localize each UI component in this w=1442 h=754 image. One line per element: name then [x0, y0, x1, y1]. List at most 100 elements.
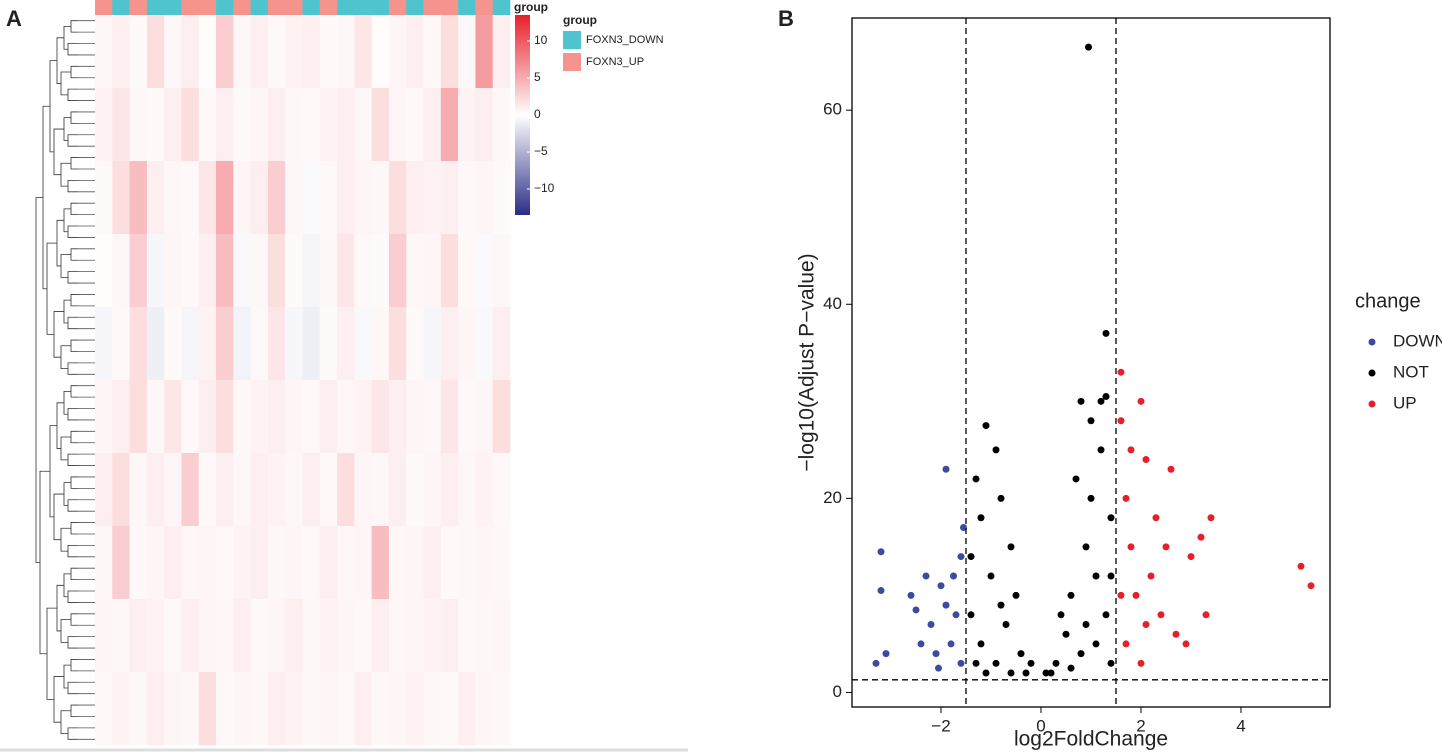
- heatmap-cell: [129, 672, 148, 746]
- heatmap-cell: [354, 453, 372, 527]
- heatmap-cell: [319, 380, 338, 454]
- heatmap-cell: [233, 599, 251, 673]
- heatmap-cell: [267, 380, 286, 454]
- dendrogram-branch: [60, 710, 71, 734]
- heatmap-cell: [233, 672, 251, 746]
- point: [1067, 591, 1075, 599]
- heatmap-cell: [198, 234, 217, 308]
- heatmap-cell: [354, 234, 372, 308]
- heatmap-cell: [95, 161, 113, 235]
- heatmap-cell: [458, 599, 476, 673]
- heatmap-cell: [475, 88, 494, 162]
- heatmap-cell: [423, 161, 442, 235]
- heatmap-cell: [112, 15, 130, 89]
- dendrogram-branch: [42, 105, 50, 290]
- y-tick-label: 0: [833, 682, 842, 701]
- heatmap-cell: [250, 234, 269, 308]
- heatmap-cell: [302, 234, 321, 308]
- heatmap-cell: [406, 88, 424, 162]
- heatmap-cell: [388, 672, 407, 746]
- heatmap-cell: [406, 380, 424, 454]
- heatmap-cell: [146, 380, 165, 454]
- point: [1187, 553, 1195, 561]
- heatmap-cell: [406, 234, 424, 308]
- heatmap-cell: [492, 15, 511, 89]
- heatmap-cell: [388, 15, 407, 89]
- heatmap-cell: [181, 307, 200, 381]
- dendrogram-branch: [46, 607, 57, 700]
- point: [1182, 640, 1190, 648]
- group-annotation: [285, 0, 303, 15]
- legend-marker: [1368, 369, 1376, 377]
- heatmap-cell: [216, 672, 234, 746]
- group-annotation: [492, 0, 511, 15]
- heatmap-cell: [216, 15, 234, 89]
- heatmap-cell: [354, 161, 372, 235]
- dendrogram-branch: [70, 202, 78, 216]
- heatmap-cell: [129, 526, 148, 600]
- heatmap-cell: [198, 15, 217, 89]
- point: [1122, 640, 1130, 648]
- heatmap-cell: [458, 307, 476, 381]
- point: [1082, 543, 1090, 551]
- point: [997, 601, 1005, 609]
- heatmap-cell: [112, 380, 130, 454]
- point: [1062, 630, 1070, 638]
- legend-label: FOXN3_DOWN: [586, 34, 664, 46]
- heatmap-cell: [181, 526, 200, 600]
- dendrogram-branch: [63, 26, 71, 50]
- heatmap-cell: [267, 88, 286, 162]
- heatmap-cell: [233, 453, 251, 527]
- point: [1097, 446, 1105, 454]
- heatmap-cell: [475, 307, 494, 381]
- dendrogram-branch: [63, 117, 71, 141]
- heatmap-cell: [406, 161, 424, 235]
- heatmap-cell: [492, 453, 511, 527]
- heatmap-cell: [371, 453, 390, 527]
- heatmap-cell: [146, 15, 165, 89]
- dendrogram-branch: [67, 499, 78, 512]
- heatmap-cell: [129, 380, 148, 454]
- heatmap-cell: [164, 453, 182, 527]
- group-annotation: [354, 0, 372, 15]
- heatmap-cell: [267, 526, 286, 600]
- point: [1162, 543, 1170, 551]
- heatmap-cell: [95, 15, 113, 89]
- heatmap-cell: [337, 453, 355, 527]
- dendrogram-branch: [67, 727, 78, 740]
- point: [972, 659, 980, 667]
- heatmap-cell: [319, 307, 338, 381]
- heatmap-cell: [285, 599, 303, 673]
- point: [1002, 621, 1010, 629]
- point: [1137, 659, 1145, 667]
- point: [992, 446, 1000, 454]
- dendrogram-branch: [67, 408, 78, 421]
- heatmap-cell: [440, 453, 459, 527]
- group-annotation: [458, 0, 476, 15]
- x-axis-label: log2FoldChange: [1014, 728, 1168, 751]
- point: [1107, 659, 1115, 667]
- dendrogram-branch: [56, 402, 64, 449]
- dendrogram-branch: [46, 242, 57, 335]
- heatmap-cell: [458, 88, 476, 162]
- point: [1117, 591, 1125, 599]
- heatmap-cell: [475, 453, 494, 527]
- heatmap-cell: [337, 161, 355, 235]
- point: [1092, 640, 1100, 648]
- heatmap-cell: [388, 453, 407, 527]
- dendrogram-branch: [63, 573, 71, 598]
- dendrogram-branch: [63, 208, 71, 233]
- heatmap-cell: [146, 599, 165, 673]
- heatmap-cell: [181, 453, 200, 527]
- heatmap-cell: [319, 453, 338, 527]
- heatmap-cell: [95, 380, 113, 454]
- heatmap-cell: [492, 380, 511, 454]
- point: [1137, 397, 1145, 405]
- heatmap-cell: [198, 88, 217, 162]
- group-annotation: [146, 0, 165, 15]
- heatmap-cell: [302, 307, 321, 381]
- point: [982, 422, 990, 430]
- heatmap-cell: [146, 161, 165, 235]
- group-annotation: [319, 0, 338, 15]
- colorbar-tick-label: −10: [534, 181, 555, 195]
